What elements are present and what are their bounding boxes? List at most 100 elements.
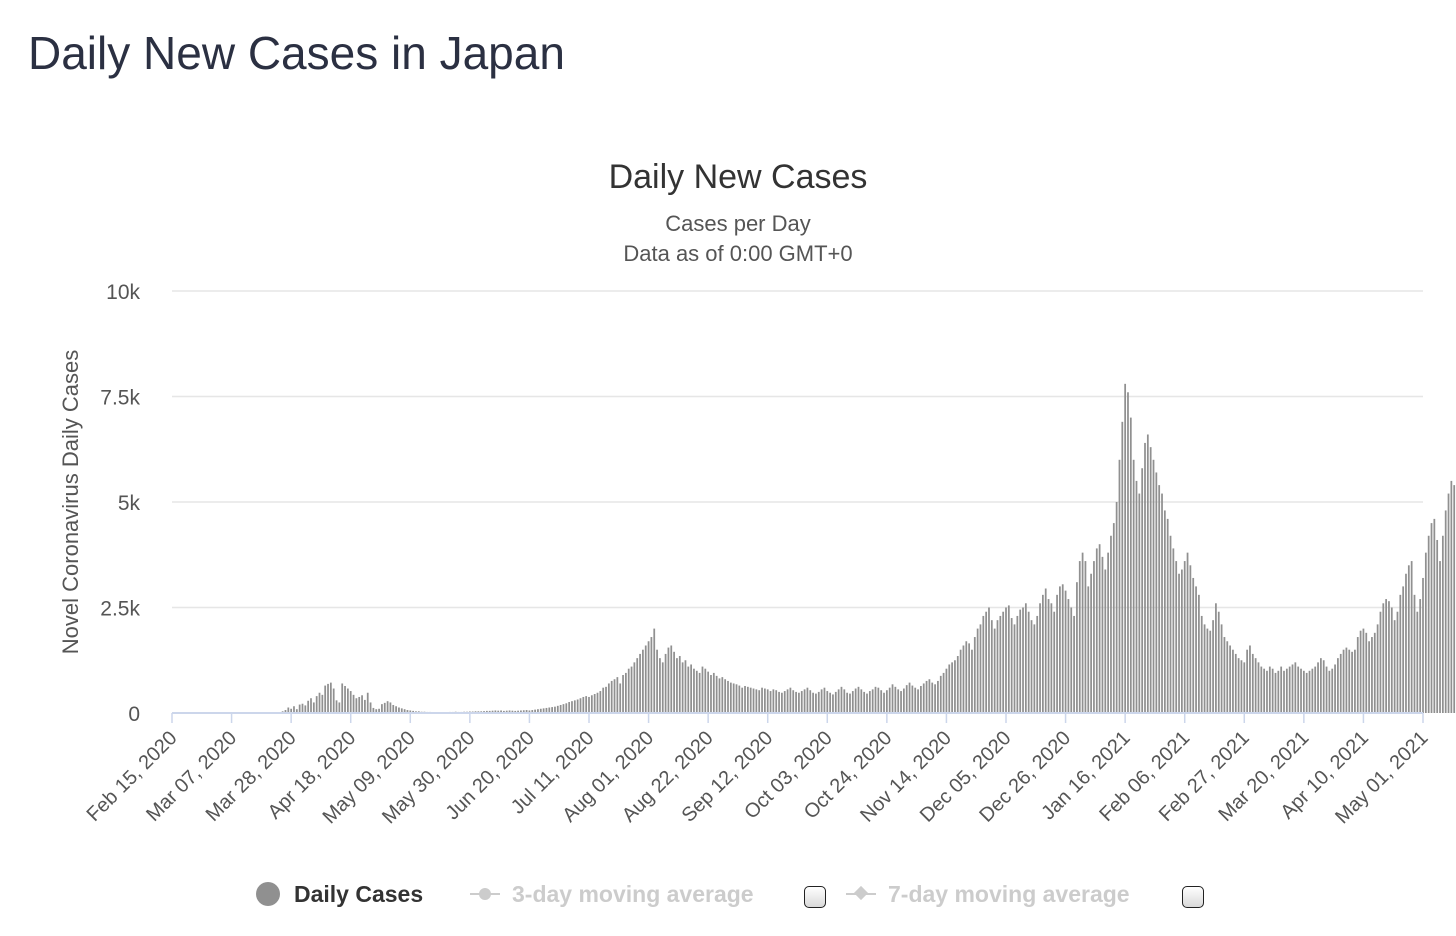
bar[interactable] (1081, 552, 1084, 713)
bar[interactable] (1010, 618, 1013, 713)
bar[interactable] (948, 664, 951, 713)
bar[interactable] (843, 689, 846, 713)
bar[interactable] (500, 710, 502, 713)
bar[interactable] (1277, 670, 1280, 713)
bar[interactable] (832, 694, 834, 713)
bar[interactable] (715, 675, 718, 713)
bar[interactable] (914, 687, 917, 713)
bar[interactable] (905, 685, 908, 713)
bar[interactable] (338, 702, 341, 713)
bar[interactable] (361, 695, 363, 713)
bar[interactable] (1223, 637, 1226, 713)
bar[interactable] (537, 709, 539, 713)
bar[interactable] (332, 688, 335, 713)
bar[interactable] (693, 668, 695, 713)
bar[interactable] (1129, 417, 1132, 713)
bar[interactable] (1246, 649, 1248, 713)
bar[interactable] (874, 686, 877, 713)
bar[interactable] (894, 686, 897, 713)
bar[interactable] (789, 687, 792, 713)
bar[interactable] (1444, 510, 1447, 713)
bar[interactable] (1124, 383, 1127, 713)
bar[interactable] (684, 660, 687, 713)
bar[interactable] (1325, 666, 1328, 713)
bar[interactable] (903, 688, 905, 713)
bar[interactable] (383, 702, 386, 713)
bar[interactable] (514, 710, 517, 713)
bar[interactable] (1127, 392, 1129, 713)
bar[interactable] (1362, 628, 1365, 713)
bar[interactable] (860, 689, 863, 713)
bar[interactable] (298, 704, 301, 713)
bar[interactable] (1402, 586, 1405, 713)
bar[interactable] (1405, 573, 1407, 713)
bar[interactable] (1334, 664, 1336, 713)
bar[interactable] (1390, 607, 1393, 714)
bar[interactable] (607, 683, 610, 713)
bar[interactable] (885, 690, 888, 713)
bar[interactable] (1115, 502, 1118, 713)
bar[interactable] (764, 688, 766, 713)
bar[interactable] (837, 689, 840, 713)
bar[interactable] (1107, 552, 1109, 713)
bar[interactable] (1101, 556, 1104, 713)
bar[interactable] (724, 679, 727, 713)
bar[interactable] (1243, 662, 1246, 713)
bar[interactable] (318, 692, 321, 713)
bar[interactable] (710, 675, 712, 713)
bar[interactable] (1166, 518, 1169, 713)
bar[interactable] (1447, 493, 1450, 713)
bar[interactable] (1061, 584, 1064, 713)
bar[interactable] (883, 692, 885, 713)
bar[interactable] (1098, 544, 1101, 713)
bar[interactable] (1407, 565, 1410, 713)
bar[interactable] (1410, 561, 1413, 713)
bar[interactable] (287, 707, 290, 713)
bar[interactable] (1064, 590, 1067, 713)
bar[interactable] (630, 666, 633, 713)
bar[interactable] (599, 691, 602, 713)
bar[interactable] (954, 660, 956, 713)
bar[interactable] (1297, 666, 1300, 713)
bar[interactable] (1373, 632, 1376, 713)
bar[interactable] (1365, 632, 1368, 713)
bar[interactable] (778, 691, 780, 713)
bar[interactable] (627, 668, 630, 713)
bar[interactable] (1146, 434, 1149, 713)
bar[interactable] (851, 691, 854, 713)
bar[interactable] (798, 692, 800, 713)
bar[interactable] (968, 643, 970, 713)
bar[interactable] (1016, 615, 1019, 713)
bar[interactable] (565, 703, 568, 713)
bar[interactable] (293, 706, 295, 713)
bar[interactable] (701, 666, 704, 713)
bar[interactable] (834, 691, 837, 713)
bar[interactable] (364, 699, 366, 713)
bar[interactable] (738, 685, 741, 713)
bar[interactable] (392, 704, 395, 713)
bar[interactable] (398, 707, 400, 713)
bar[interactable] (625, 672, 627, 713)
bar[interactable] (1416, 611, 1419, 713)
bar[interactable] (695, 670, 698, 713)
bar[interactable] (403, 709, 406, 713)
bar[interactable] (982, 615, 985, 713)
bar[interactable] (590, 695, 593, 713)
bar[interactable] (795, 691, 797, 713)
bar[interactable] (939, 675, 942, 713)
bar[interactable] (877, 687, 880, 713)
bar[interactable] (488, 710, 491, 713)
bar[interactable] (1294, 662, 1297, 713)
bar[interactable] (508, 710, 511, 713)
bar[interactable] (1348, 649, 1351, 713)
bar[interactable] (1024, 603, 1027, 713)
bar[interactable] (494, 710, 497, 713)
bar[interactable] (381, 704, 383, 713)
bar[interactable] (1059, 586, 1061, 713)
bar[interactable] (528, 710, 531, 713)
bar[interactable] (1382, 603, 1385, 713)
bar[interactable] (554, 706, 556, 713)
bar[interactable] (1053, 611, 1056, 713)
bar[interactable] (721, 677, 724, 713)
bar[interactable] (486, 710, 488, 713)
